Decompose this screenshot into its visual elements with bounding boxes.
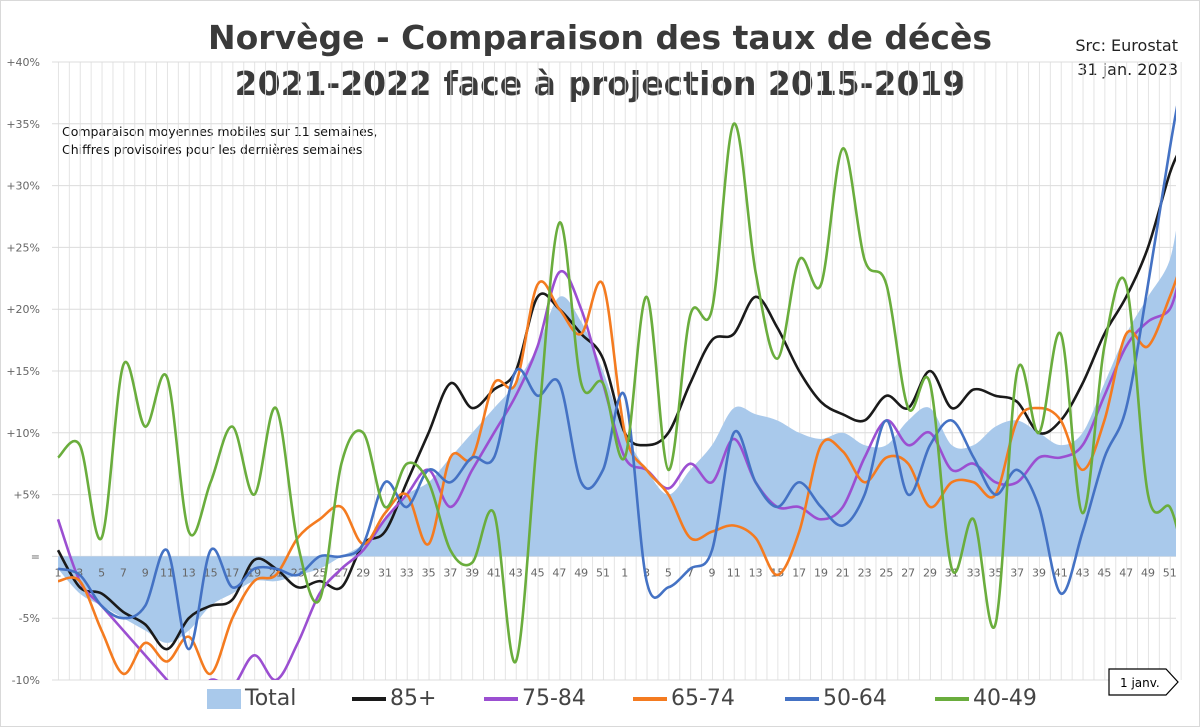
- x-tick-label: 31: [378, 566, 392, 579]
- x-tick-label: 11: [727, 566, 741, 579]
- x-tick-label: 17: [792, 566, 806, 579]
- legend-label: 65-74: [671, 686, 735, 711]
- x-tick-label: 31: [945, 566, 959, 579]
- x-tick-label: 33: [967, 566, 981, 579]
- x-tick-label: 39: [465, 566, 479, 579]
- y-tick-label: +5%: [13, 489, 40, 502]
- legend-swatch: [352, 696, 386, 701]
- x-tick-label: 5: [98, 566, 105, 579]
- legend-swatch: [484, 696, 518, 701]
- x-tick-label: 29: [356, 566, 370, 579]
- line-series-40-49: [57, 122, 1176, 664]
- legend: Total 85+ 75-84 65-74 50-64 40-49: [0, 686, 1200, 716]
- x-tick-label: 3: [643, 566, 650, 579]
- x-tick-label: 1: [55, 566, 62, 579]
- y-tick-label: +30%: [6, 180, 40, 193]
- x-tick-label: 43: [509, 566, 523, 579]
- x-tick-label: 1: [621, 566, 628, 579]
- x-tick-label: 9: [709, 566, 716, 579]
- source-label: Src: Eurostat: [1075, 36, 1178, 55]
- legend-item-40-49: 40-49: [935, 686, 1037, 711]
- x-tick-label: 27: [901, 566, 915, 579]
- x-tick-label: 35: [422, 566, 436, 579]
- x-tick-label: 49: [1141, 566, 1155, 579]
- legend-item-50-64: 50-64: [785, 686, 887, 711]
- legend-label: 50-64: [823, 686, 887, 711]
- legend-label: 85+: [390, 686, 437, 711]
- date-label: 31 jan. 2023: [1077, 60, 1178, 79]
- x-tick-label: 27: [334, 566, 348, 579]
- y-tick-label: -10%: [12, 674, 40, 687]
- x-tick-label: 45: [531, 566, 545, 579]
- y-tick-label: =: [31, 550, 40, 563]
- y-tick-label: +40%: [6, 56, 40, 69]
- legend-label: Total: [245, 686, 297, 711]
- x-tick-label: 11: [160, 566, 174, 579]
- x-tick-label: 29: [923, 566, 937, 579]
- legend-label: 75-84: [522, 686, 586, 711]
- x-tick-label: 19: [247, 566, 261, 579]
- x-tick-label: 13: [749, 566, 763, 579]
- x-tick-label: 13: [182, 566, 196, 579]
- legend-swatch: [935, 696, 969, 701]
- y-tick-label: +20%: [6, 303, 40, 316]
- x-tick-label: 9: [142, 566, 149, 579]
- y-tick-label: +15%: [6, 365, 40, 378]
- x-tick-label: 47: [1119, 566, 1133, 579]
- legend-item-85plus: 85+: [352, 686, 436, 711]
- y-tick-label: +10%: [6, 427, 40, 440]
- x-tick-label: 49: [574, 566, 588, 579]
- x-tick-label: 17: [225, 566, 239, 579]
- x-tick-label: 45: [1097, 566, 1111, 579]
- x-tick-label: 3: [76, 566, 83, 579]
- legend-item-75-84: 75-84: [484, 686, 586, 711]
- x-tick-label: 41: [1054, 566, 1068, 579]
- x-tick-label: 51: [596, 566, 610, 579]
- line-series-50-64: [57, 105, 1176, 651]
- x-tick-label: 21: [836, 566, 850, 579]
- legend-label: 40-49: [973, 686, 1037, 711]
- y-tick-label: +35%: [6, 118, 40, 131]
- x-tick-label: 23: [858, 566, 872, 579]
- legend-swatch: [207, 688, 241, 709]
- x-tick-label: 41: [487, 566, 501, 579]
- x-tick-label: 5: [665, 566, 672, 579]
- x-tick-label: 37: [1010, 566, 1024, 579]
- x-tick-label: 35: [988, 566, 1002, 579]
- x-tick-label: 7: [687, 566, 694, 579]
- x-tick-label: 7: [120, 566, 127, 579]
- legend-swatch: [785, 696, 819, 701]
- x-tick-label: 19: [814, 566, 828, 579]
- x-tick-label: 37: [443, 566, 457, 579]
- legend-item-65-74: 65-74: [633, 686, 735, 711]
- legend-item-total: Total: [207, 686, 296, 711]
- year-marker-arrow: [1108, 668, 1179, 696]
- x-tick-label: 25: [879, 566, 893, 579]
- y-tick-label: +25%: [6, 241, 40, 254]
- x-tick-label: 15: [204, 566, 218, 579]
- x-tick-label: 47: [552, 566, 566, 579]
- legend-swatch: [633, 696, 667, 701]
- x-tick-label: 51: [1163, 566, 1177, 579]
- chart-title: Norvège - Comparaison des taux de décès: [208, 18, 992, 57]
- x-tick-label: 15: [770, 566, 784, 579]
- x-tick-label: 43: [1076, 566, 1090, 579]
- year-marker: 1 janv.: [1108, 668, 1179, 696]
- x-tick-label: 33: [400, 566, 414, 579]
- y-tick-label: -5%: [19, 612, 40, 625]
- x-tick-label: 39: [1032, 566, 1046, 579]
- x-tick-label: 25: [313, 566, 327, 579]
- year-marker-label: 1 janv.: [1120, 676, 1160, 690]
